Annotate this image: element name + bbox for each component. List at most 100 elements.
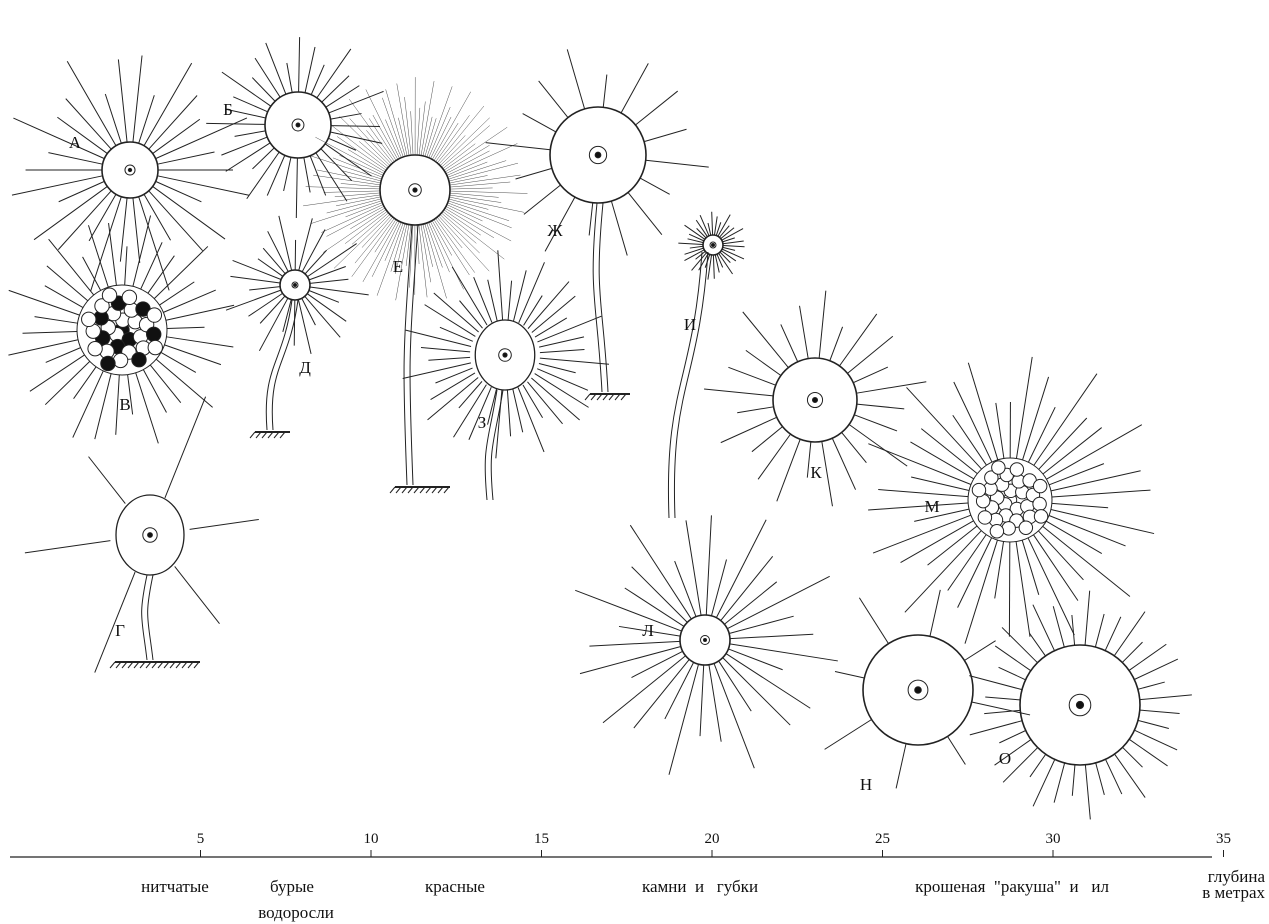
- spine: [105, 94, 121, 143]
- spine: [634, 659, 689, 728]
- spine: [448, 161, 506, 180]
- spine: [752, 427, 783, 452]
- spine: [856, 382, 926, 393]
- spine: [144, 194, 171, 240]
- spine: [1115, 754, 1146, 797]
- spine: [30, 355, 85, 391]
- spine: [313, 175, 380, 185]
- organism-label: Е: [393, 257, 403, 276]
- spine: [120, 198, 127, 262]
- spine: [1096, 763, 1105, 795]
- spine: [842, 432, 867, 462]
- spine: [153, 186, 225, 239]
- spine: [523, 385, 543, 418]
- spine: [350, 208, 385, 229]
- spine: [1043, 526, 1130, 596]
- spine: [439, 216, 490, 271]
- spine: [1140, 695, 1192, 700]
- spine: [305, 250, 327, 274]
- spine: [59, 181, 105, 201]
- cell: [990, 525, 1003, 538]
- organism: [25, 397, 259, 673]
- spine: [603, 656, 686, 723]
- spine: [958, 538, 992, 608]
- spine: [621, 63, 648, 113]
- spine: [450, 193, 499, 197]
- spine: [444, 127, 507, 170]
- spine: [686, 520, 701, 615]
- spine: [252, 148, 274, 169]
- organism-label: Г: [115, 621, 125, 640]
- spine: [999, 731, 1025, 743]
- spine: [901, 521, 974, 563]
- spine: [1122, 642, 1142, 662]
- spine: [125, 246, 127, 285]
- organism: [226, 216, 369, 438]
- spine: [449, 163, 518, 181]
- spine: [46, 348, 81, 363]
- spine: [853, 367, 888, 383]
- cell: [88, 341, 102, 355]
- spine: [166, 337, 233, 347]
- spine: [665, 662, 694, 719]
- spine: [165, 397, 206, 498]
- spine: [345, 211, 387, 243]
- spine: [139, 95, 155, 143]
- hatch: [390, 487, 395, 493]
- spine: [350, 119, 392, 165]
- spine: [331, 126, 380, 127]
- spine: [23, 331, 77, 333]
- spine: [830, 327, 843, 361]
- spine: [190, 519, 259, 529]
- spine: [589, 203, 593, 236]
- substrate-label: бурые: [270, 877, 314, 896]
- spine: [206, 123, 265, 124]
- spine: [964, 641, 995, 661]
- cell: [148, 340, 162, 354]
- spine: [719, 661, 752, 711]
- organism: [206, 37, 383, 218]
- spine: [878, 490, 968, 497]
- spine: [459, 301, 482, 329]
- spine: [1034, 374, 1097, 466]
- spine: [1138, 720, 1169, 728]
- organism-label: З: [478, 413, 487, 432]
- spine: [421, 224, 431, 282]
- spine: [258, 259, 283, 277]
- spine: [690, 246, 703, 248]
- spine: [47, 266, 88, 301]
- spine: [727, 576, 829, 628]
- spine: [266, 43, 286, 94]
- cell: [1019, 521, 1032, 534]
- cell: [1033, 479, 1046, 492]
- spine: [83, 257, 101, 290]
- spine: [417, 108, 420, 155]
- spine: [743, 312, 789, 368]
- organism-label: Н: [860, 775, 872, 794]
- spine: [1038, 531, 1083, 580]
- tick-label: 20: [705, 831, 720, 847]
- spine: [1095, 614, 1104, 647]
- spine: [603, 75, 607, 108]
- spine: [346, 203, 383, 217]
- spine: [706, 515, 711, 615]
- cell: [82, 312, 96, 326]
- spine: [310, 287, 369, 295]
- spine: [1085, 765, 1090, 820]
- spine: [1022, 540, 1039, 595]
- spine: [58, 191, 111, 250]
- spine: [523, 114, 556, 132]
- spine: [317, 170, 381, 183]
- nucleolus: [812, 397, 817, 402]
- spine: [528, 282, 569, 329]
- spine: [333, 158, 382, 177]
- spine: [419, 101, 425, 155]
- substrate-label: водоросли: [258, 903, 334, 922]
- spine: [352, 218, 395, 276]
- organism: [486, 49, 709, 400]
- spine: [1114, 612, 1145, 656]
- spine: [1002, 627, 1037, 662]
- cell: [132, 352, 146, 366]
- nucleolus: [294, 284, 297, 287]
- spine: [868, 503, 968, 510]
